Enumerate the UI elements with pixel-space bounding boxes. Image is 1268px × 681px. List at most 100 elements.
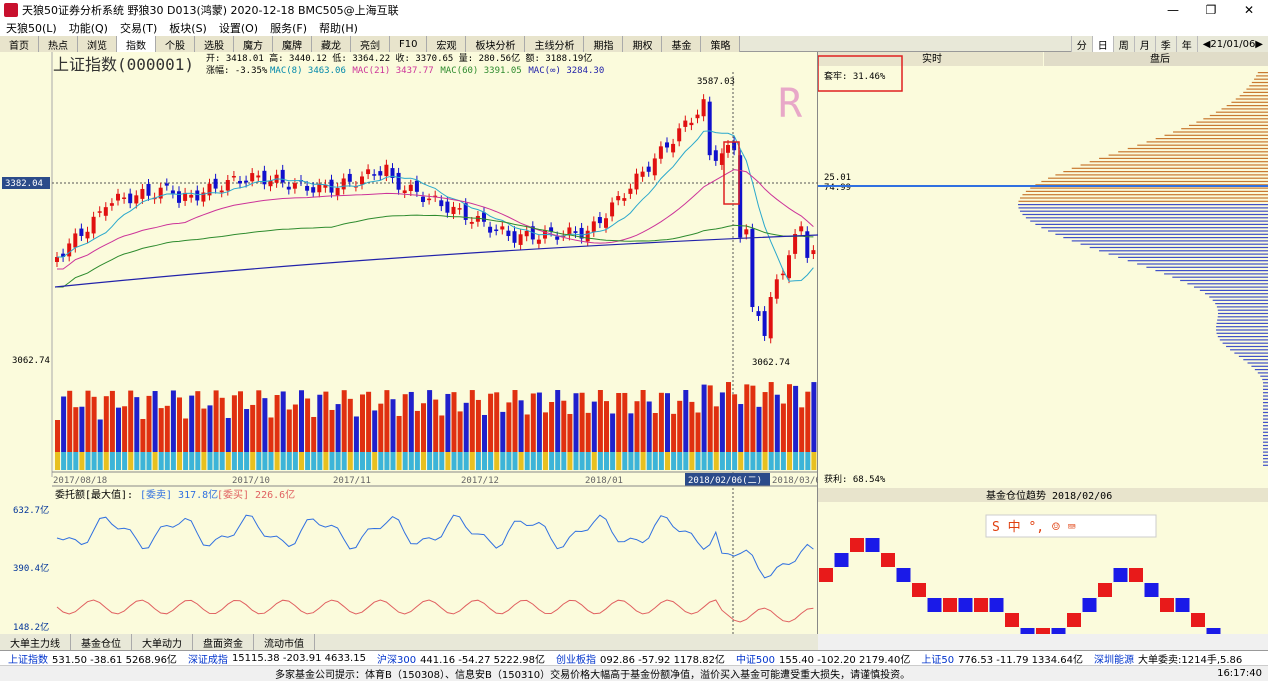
tab-item[interactable]: 亮剑 bbox=[351, 36, 390, 52]
volume-sub-bar bbox=[701, 452, 707, 470]
indicator-tab[interactable]: 流动市值 bbox=[254, 634, 315, 650]
tab-item[interactable]: 魔牌 bbox=[273, 36, 312, 52]
chip-bar bbox=[1127, 147, 1268, 150]
tab-item[interactable]: 策略 bbox=[701, 36, 741, 52]
volume-sub-bar bbox=[128, 452, 134, 470]
menu-item[interactable]: 板块(S) bbox=[169, 22, 207, 35]
tab-item[interactable]: 主线分析 bbox=[525, 36, 585, 52]
tab-item[interactable]: 选股 bbox=[195, 36, 234, 52]
tab-item[interactable]: 板块分析 bbox=[466, 36, 526, 52]
volume-sub-bar bbox=[219, 452, 225, 470]
volume-sub-bar bbox=[67, 452, 73, 470]
menu-item[interactable]: 服务(F) bbox=[270, 22, 308, 35]
minimize-icon[interactable]: — bbox=[1167, 3, 1179, 17]
volume-sub-bar bbox=[707, 452, 713, 470]
volume-sub-bar bbox=[292, 452, 298, 470]
ticker-name[interactable]: 上证50 bbox=[921, 654, 955, 666]
candle-body bbox=[122, 197, 127, 200]
candle-body bbox=[549, 227, 554, 232]
period-button[interactable]: 季 bbox=[1154, 36, 1176, 52]
maximize-icon[interactable]: ❐ bbox=[1205, 3, 1217, 17]
volume-sub-bar bbox=[799, 452, 805, 470]
chip-bar bbox=[1254, 78, 1268, 80]
period-button[interactable]: 月 bbox=[1133, 36, 1155, 52]
volume-bar bbox=[451, 392, 457, 452]
tab-item[interactable]: 基金 bbox=[662, 36, 702, 52]
candle-body bbox=[640, 171, 645, 177]
chip-bar bbox=[1263, 441, 1268, 443]
tab-item[interactable]: 指数 bbox=[117, 36, 156, 52]
volume-bar bbox=[475, 399, 481, 452]
period-button[interactable]: 年 bbox=[1175, 36, 1197, 52]
volume-bar bbox=[170, 390, 176, 452]
volume-bar bbox=[189, 395, 195, 452]
period-button[interactable]: 日 bbox=[1091, 36, 1113, 52]
ticker-name[interactable]: 深证成指 bbox=[187, 654, 228, 666]
tab-item[interactable]: 浏览 bbox=[78, 36, 117, 52]
period-button[interactable]: 分 bbox=[1070, 36, 1092, 52]
kline-chart-panel[interactable]: 上证指数(000001) 开: 3418.01 高: 3440.12 低: 336… bbox=[0, 52, 826, 634]
period-button[interactable]: ◀21/01/06▶ bbox=[1196, 36, 1268, 52]
volume-sub-bar bbox=[329, 452, 335, 470]
tab-item[interactable]: 首页 bbox=[0, 36, 39, 52]
volume-sub-bar bbox=[658, 452, 664, 470]
volume-sub-bar bbox=[469, 452, 475, 470]
volume-sub-bar bbox=[286, 452, 292, 470]
indicator-tab[interactable]: 大单动力 bbox=[132, 634, 193, 650]
candle-body bbox=[799, 226, 804, 232]
chip-bar bbox=[1263, 385, 1268, 387]
window-title: 天狼50证券分析系统 野狼30 D013(鸿蒙) 2020-12-18 BMC5… bbox=[22, 4, 399, 17]
buy-line bbox=[56, 599, 814, 623]
tab-item[interactable]: 宏观 bbox=[427, 36, 467, 52]
ticker-name[interactable]: 创业板指 bbox=[556, 654, 596, 666]
ticker-name[interactable]: 深圳能源 bbox=[1094, 654, 1135, 666]
chip-bar bbox=[1099, 157, 1268, 159]
volume-sub-bar bbox=[225, 452, 231, 470]
indicator-tab[interactable]: 大单主力线 bbox=[0, 634, 71, 650]
volume-bar bbox=[707, 385, 713, 452]
chip-bar bbox=[1041, 227, 1268, 229]
ma-label: MAC(21) 3437.77 bbox=[352, 66, 433, 76]
close-icon[interactable]: ✕ bbox=[1243, 3, 1255, 17]
period-button[interactable]: 周 bbox=[1112, 36, 1134, 52]
volume-bar bbox=[634, 401, 640, 452]
app-icon bbox=[4, 3, 18, 17]
volume-bar bbox=[518, 400, 524, 452]
menu-item[interactable]: 交易(T) bbox=[119, 22, 158, 35]
tab-item[interactable]: 期指 bbox=[584, 36, 624, 52]
fund-trend-cell bbox=[1082, 598, 1097, 612]
ma-label: MAC(8) 3463.06 bbox=[270, 66, 346, 76]
candle-body bbox=[55, 257, 59, 262]
volume-sub-bar bbox=[543, 452, 548, 470]
indicator-tab[interactable]: 基金仓位 bbox=[71, 634, 132, 650]
menu-item[interactable]: 功能(Q) bbox=[68, 22, 108, 35]
tab-item[interactable]: F10 bbox=[390, 36, 428, 52]
volume-bar bbox=[445, 393, 451, 452]
candle-body bbox=[475, 215, 480, 222]
volume-bar bbox=[585, 412, 591, 452]
menu-item[interactable]: 天狼50(L) bbox=[6, 22, 57, 35]
ticker-name[interactable]: 沪深300 bbox=[376, 654, 417, 666]
chip-bar bbox=[1215, 303, 1268, 305]
chip-bar bbox=[1164, 273, 1268, 275]
tab-item[interactable]: 魔方 bbox=[234, 36, 273, 52]
volume-bar bbox=[524, 414, 530, 452]
menu-item[interactable]: 帮助(H) bbox=[319, 22, 358, 35]
tab-item[interactable]: 期权 bbox=[623, 36, 663, 52]
status-bar: 多家基金公司提示：体育B（150308）、信息安B（150310）交易价格大幅高… bbox=[0, 665, 1268, 681]
indicator-tab[interactable]: 盘面资金 bbox=[193, 634, 254, 650]
ticker-name[interactable]: 上证指数 bbox=[8, 654, 48, 666]
volume-bar bbox=[158, 408, 164, 452]
menu-item[interactable]: 设置(O) bbox=[218, 22, 259, 35]
volume-sub-bar bbox=[231, 452, 237, 470]
candle-body bbox=[408, 184, 413, 192]
ticker-name[interactable]: 中证500 bbox=[735, 654, 776, 666]
tab-item[interactable]: 热点 bbox=[39, 36, 78, 52]
chip-distribution-panel[interactable]: 实时 盘后 套牢: 31.46% 获利: 68.54% 25.01 74.99 基金仓位趋势… bbox=[817, 52, 1268, 642]
kline-chart[interactable]: 上证指数(000001) 开: 3418.01 高: 3440.12 低: 336… bbox=[0, 52, 826, 634]
volume-sub-bar bbox=[689, 452, 695, 470]
candle-body bbox=[762, 311, 767, 336]
tab-item[interactable]: 藏龙 bbox=[312, 36, 351, 52]
tab-item[interactable]: 个股 bbox=[156, 36, 195, 52]
volume-bar bbox=[768, 382, 774, 452]
